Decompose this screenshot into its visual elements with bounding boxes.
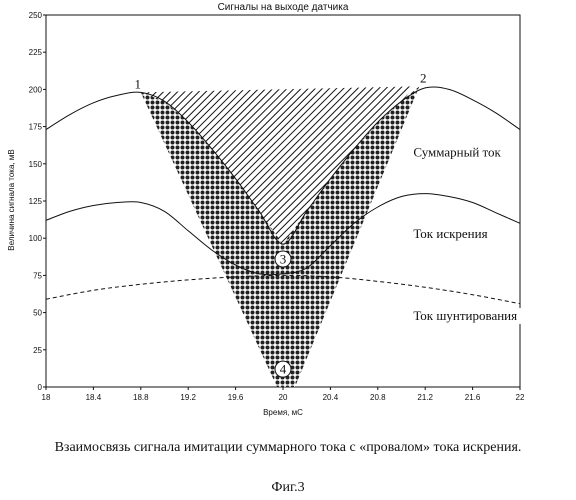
marker-label-2: 2	[420, 70, 427, 85]
series-annotation: Ток шунтирования	[413, 308, 517, 323]
y-tick-label: 150	[29, 160, 43, 169]
x-tick-label: 22	[516, 393, 525, 402]
figure-caption: Взаимосвязь сигнала имитации суммарного …	[0, 440, 576, 456]
y-tick-label: 75	[33, 271, 42, 280]
x-tick-label: 21.6	[465, 393, 481, 402]
x-tick-label: 18	[42, 393, 51, 402]
x-axis-ticks: 18 18.4 18.8 19.2 19.6 20 20.4 20.8 21.2 21.6 22	[42, 387, 525, 402]
chart-title: Сигналы на выходе датчика	[218, 2, 349, 13]
marker-label-4: 4	[280, 362, 287, 377]
y-tick-label: 25	[33, 346, 42, 355]
x-tick-label: 19.6	[228, 393, 244, 402]
x-tick-label: 18.4	[86, 393, 102, 402]
x-tick-label: 20	[279, 393, 288, 402]
x-tick-label: 19.2	[180, 393, 196, 402]
x-tick-label: 20.4	[323, 393, 339, 402]
y-tick-label: 250	[29, 11, 43, 20]
y-axis-label: Величина сигнала тока, мВ	[7, 149, 16, 250]
y-axis-ticks: 0 25 50 75 100 125 150 175 200 225 250	[29, 11, 46, 392]
x-tick-label: 20.8	[370, 393, 386, 402]
y-tick-label: 100	[29, 234, 43, 243]
x-tick-label: 18.8	[133, 393, 149, 402]
y-tick-label: 175	[29, 123, 43, 132]
annotations-layer: Суммарный ток Ток искрения Ток шунтировани…	[409, 144, 532, 324]
x-axis-label: Время, мС	[263, 408, 303, 417]
y-tick-label: 50	[33, 309, 42, 318]
y-tick-label: 125	[29, 197, 43, 206]
x-tick-label: 21.2	[417, 393, 433, 402]
y-tick-label: 200	[29, 85, 43, 94]
marker-label-3: 3	[280, 252, 287, 267]
series-annotation: Ток искрения	[413, 226, 487, 241]
figure-number: Фиг.3	[0, 480, 576, 496]
y-tick-label: 225	[29, 48, 43, 57]
marker-label-1: 1	[135, 76, 142, 91]
series-annotation: Суммарный ток	[413, 144, 501, 159]
y-tick-label: 0	[38, 383, 43, 392]
regions-layer	[141, 86, 420, 387]
